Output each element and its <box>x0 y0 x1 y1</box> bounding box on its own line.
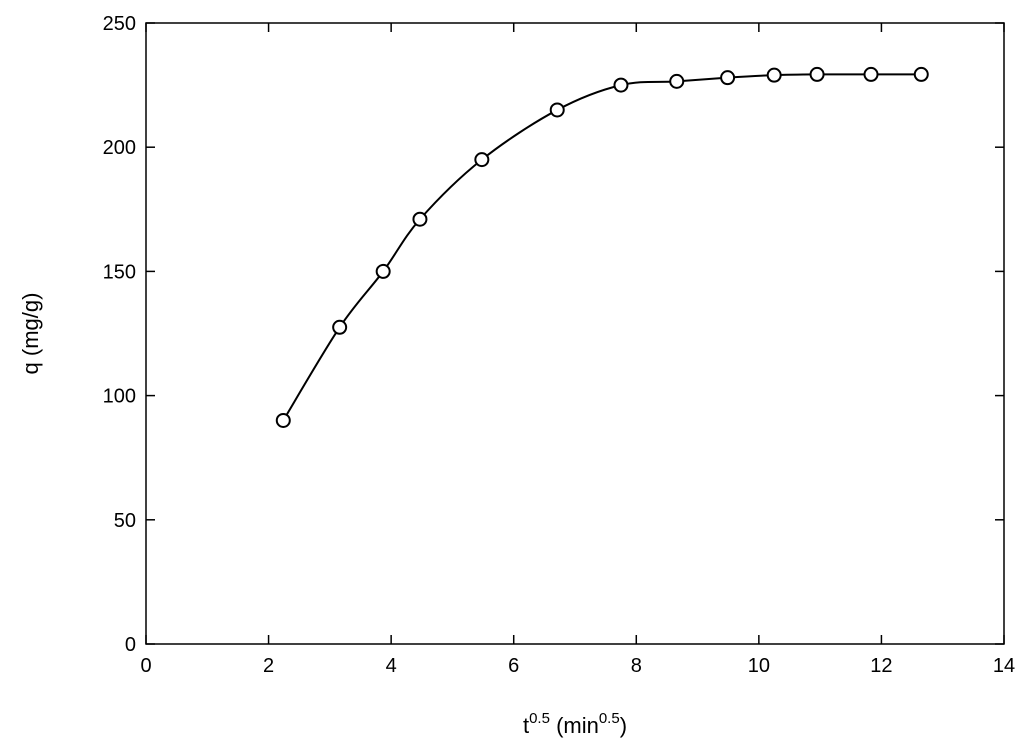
x-axis-label-unit-suffix: ) <box>620 713 627 738</box>
x-axis-label: t0.5 (min0.5) <box>523 710 627 738</box>
axis-tick-labels: 0 2 4 6 8 10 12 14 0 50 100 150 200 250 <box>103 13 1016 677</box>
axis-ticks <box>145 22 1005 645</box>
x-axis-label-unit-prefix: (min <box>550 713 599 738</box>
x-tick-label: 8 <box>631 655 642 677</box>
x-tick-label: 0 <box>140 655 151 677</box>
x-axis-label-base: t <box>523 713 529 738</box>
x-tick-label: 2 <box>263 655 274 677</box>
x-tick-label: 14 <box>993 655 1015 677</box>
y-axis-label: q (mg/g) <box>18 293 43 375</box>
x-axis-label-unit-sup: 0.5 <box>599 710 620 727</box>
data-point <box>863 66 879 82</box>
y-tick-label: 150 <box>103 261 136 283</box>
data-point <box>809 66 825 82</box>
data-points <box>275 66 929 428</box>
data-point <box>332 319 348 335</box>
x-tick-label: 4 <box>386 655 397 677</box>
x-tick-label: 10 <box>748 655 770 677</box>
data-point <box>613 77 629 93</box>
y-tick-label: 0 <box>125 634 136 656</box>
data-point <box>766 67 782 83</box>
plot-frame <box>145 22 1005 645</box>
data-point <box>275 412 291 428</box>
data-point <box>669 73 685 89</box>
fit-curve <box>282 73 922 421</box>
y-tick-label: 100 <box>103 386 136 408</box>
data-point <box>549 102 565 118</box>
y-tick-label: 250 <box>103 13 136 35</box>
x-tick-label: 12 <box>870 655 892 677</box>
y-tick-label: 200 <box>103 137 136 159</box>
x-tick-label: 6 <box>508 655 519 677</box>
y-tick-label: 50 <box>114 510 136 532</box>
data-point <box>720 70 736 86</box>
data-point <box>412 211 428 227</box>
x-axis-label-sup: 0.5 <box>529 710 550 727</box>
data-point <box>474 152 490 168</box>
data-point <box>375 263 391 279</box>
data-point <box>913 66 929 82</box>
